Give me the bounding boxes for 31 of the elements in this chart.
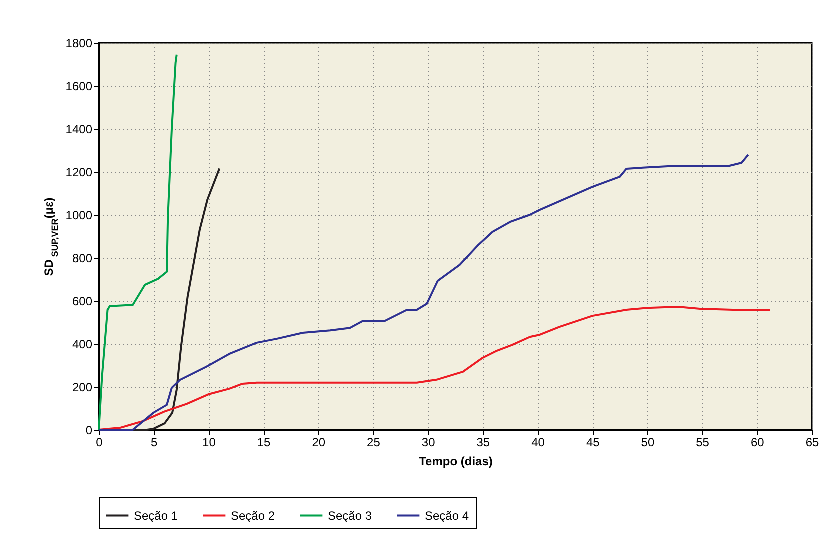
x-tick-label: 55 bbox=[696, 436, 710, 450]
y-tick-label: 600 bbox=[72, 294, 93, 308]
y-tick-label: 1400 bbox=[66, 122, 93, 136]
x-tick-label: 15 bbox=[257, 436, 272, 450]
x-tick-label: 40 bbox=[532, 436, 546, 450]
x-tick-label: 0 bbox=[96, 436, 104, 450]
legend-label: Seção 1 bbox=[134, 508, 178, 523]
x-tick-label: 50 bbox=[641, 436, 655, 450]
x-tick-label: 30 bbox=[422, 436, 436, 450]
line-series bbox=[98, 54, 178, 431]
legend-label: Seção 2 bbox=[231, 508, 276, 523]
legend-label: Seção 4 bbox=[425, 508, 470, 523]
y-tick-label: 1600 bbox=[66, 80, 93, 94]
y-tick-label: 1800 bbox=[66, 36, 93, 50]
y-tick-label: 1200 bbox=[66, 166, 93, 180]
legend-label: Seção 3 bbox=[328, 508, 372, 523]
x-tick-label: 25 bbox=[367, 436, 381, 450]
x-tick-label: 10 bbox=[202, 436, 216, 450]
x-tick-label: 65 bbox=[806, 436, 820, 450]
y-tick-label: 800 bbox=[72, 252, 93, 266]
x-axis-title: Tempo (dias) bbox=[419, 454, 493, 468]
y-tick-label: 200 bbox=[72, 380, 93, 394]
y-tick-label: 400 bbox=[72, 338, 93, 352]
x-tick-label: 5 bbox=[151, 436, 158, 450]
x-tick-label: 20 bbox=[312, 436, 326, 450]
x-tick-label: 35 bbox=[476, 436, 490, 450]
y-tick-label: 0 bbox=[86, 424, 93, 438]
x-tick-label: 45 bbox=[586, 436, 600, 450]
x-tick-label: 60 bbox=[750, 436, 765, 450]
line-series bbox=[98, 154, 750, 431]
y-tick-label: 1000 bbox=[66, 208, 93, 222]
